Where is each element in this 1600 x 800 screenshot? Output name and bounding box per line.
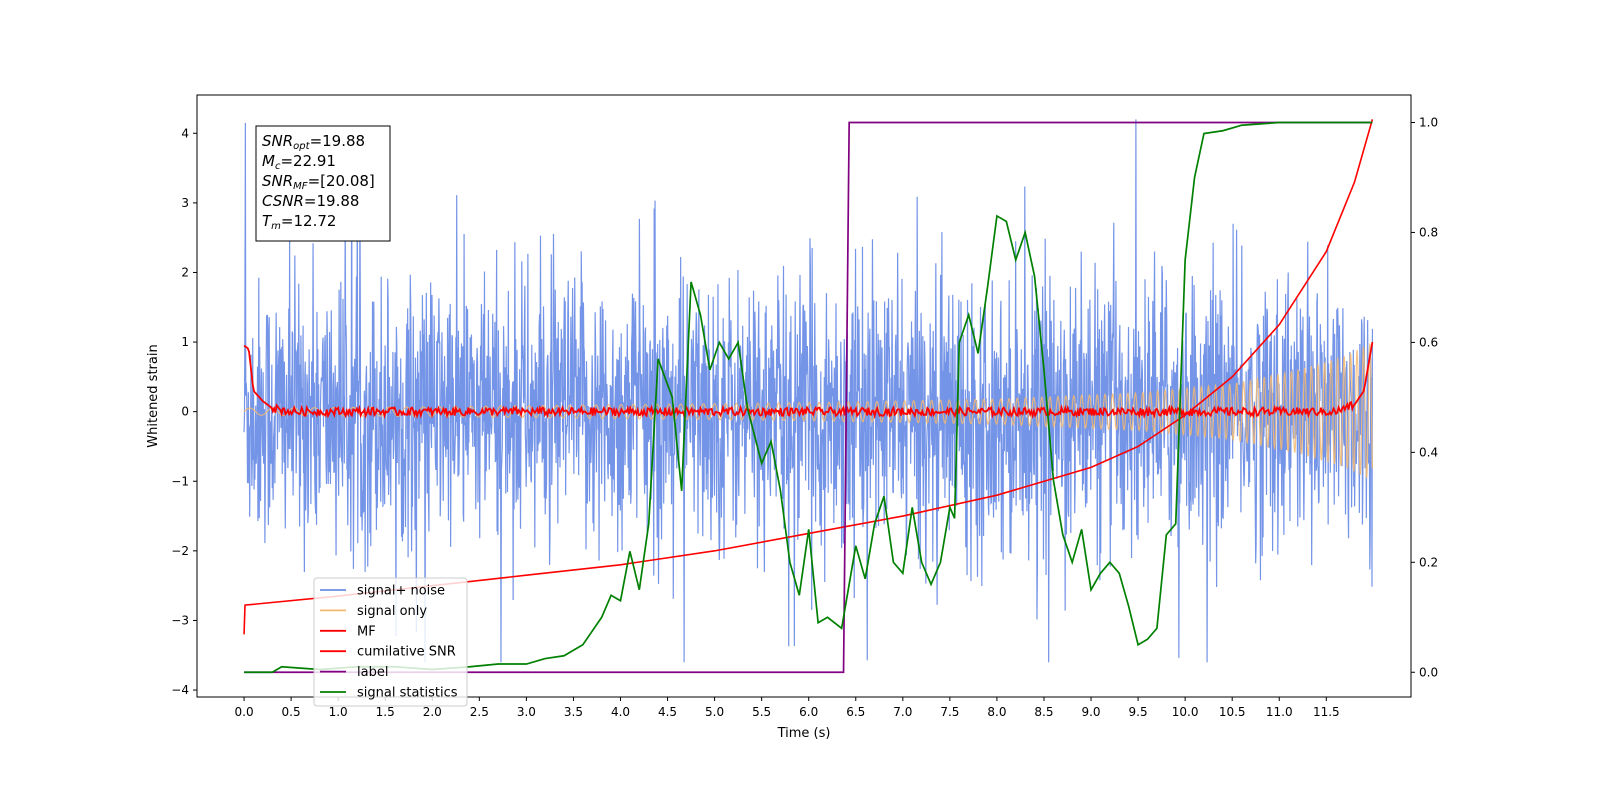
annotation-mc: Mc=22.91 — [262, 152, 336, 172]
x-tick-label: 11.5 — [1313, 705, 1340, 719]
x-tick-label: 3.5 — [564, 705, 583, 719]
x-tick-label: 1.5 — [376, 705, 395, 719]
x-tick-label: 2.0 — [423, 705, 442, 719]
x-tick-label: 8.0 — [987, 705, 1006, 719]
x-tick-label: 5.0 — [705, 705, 724, 719]
y-left-tick-label: 3 — [181, 196, 189, 210]
x-tick-label: 8.5 — [1034, 705, 1053, 719]
x-tick-label: 6.0 — [799, 705, 818, 719]
legend-item: signal statistics — [320, 686, 458, 701]
annotation-snr-mf: SNRMF=[20.08] — [262, 172, 375, 192]
legend-item: signal only — [320, 604, 427, 619]
x-tick-label: 0.0 — [235, 705, 254, 719]
x-tick-label: 7.0 — [893, 705, 912, 719]
y-left-tick-label: 0 — [181, 405, 189, 419]
x-tick-label: 3.0 — [517, 705, 536, 719]
legend-label: signal+ noise — [357, 584, 445, 599]
x-axis: 0.0 0.5 1.0 1.5 2.0 2.5 3.0 3.5 4.0 4.5 5.0 5.5 6.0 6… — [235, 697, 1340, 719]
y-left-tick-label: 2 — [181, 265, 189, 279]
legend-label: cumilative SNR — [357, 645, 456, 660]
annotation-tm: Tm=12.72 — [262, 212, 336, 232]
y-axis-left: −4 −3 −2 −1 0 1 2 3 4 — [171, 126, 197, 697]
y-right-tick-label: 0.6 — [1419, 335, 1438, 349]
y-axis-right: 0.0 0.2 0.4 0.6 0.8 1.0 — [1411, 115, 1438, 679]
y-right-tick-label: 0.4 — [1419, 445, 1438, 459]
y-right-tick-label: 1.0 — [1419, 115, 1438, 129]
x-tick-label: 7.5 — [940, 705, 959, 719]
x-tick-label: 6.5 — [846, 705, 865, 719]
legend-label: signal only — [357, 604, 427, 619]
annotation-csnr: CSNR=19.88 — [262, 192, 359, 210]
y-right-tick-label: 0.0 — [1419, 665, 1438, 679]
legend-label: MF — [357, 624, 376, 639]
y-left-tick-label: 4 — [181, 126, 189, 140]
series-label — [244, 121, 1373, 674]
y-right-tick-label: 0.2 — [1419, 555, 1438, 569]
legend-item: MF — [320, 624, 376, 639]
x-tick-label: 2.5 — [470, 705, 489, 719]
legend: signal+ noise signal only MF cumilative SNR… — [313, 577, 468, 707]
x-tick-label: 4.5 — [658, 705, 677, 719]
x-tick-label: 9.5 — [1129, 705, 1148, 719]
legend-label: signal statistics — [357, 686, 458, 701]
x-tick-label: 10.0 — [1172, 705, 1199, 719]
x-tick-label: 4.0 — [611, 705, 630, 719]
x-tick-label: 9.0 — [1081, 705, 1100, 719]
y-left-tick-label: −2 — [171, 544, 189, 558]
legend-item: cumilative SNR — [320, 645, 456, 660]
legend-frame — [313, 577, 468, 707]
series-signal-statistics — [244, 121, 1373, 674]
x-tick-label: 0.5 — [282, 705, 301, 719]
annotation-frame — [255, 125, 391, 242]
y-left-tick-label: −1 — [171, 474, 189, 488]
x-tick-label: 1.0 — [329, 705, 348, 719]
x-tick-label: 5.5 — [752, 705, 771, 719]
y-axis-label: Whitened strain — [146, 344, 161, 447]
annotation-snr-opt: SNRopt=19.88 — [262, 132, 365, 152]
y-left-tick-label: −3 — [171, 613, 189, 627]
annotation-box: SNRopt=19.88Mc=22.91SNRMF=[20.08]CSNR=19… — [255, 125, 391, 242]
x-tick-label: 10.5 — [1219, 705, 1246, 719]
x-tick-label: 11.0 — [1266, 705, 1293, 719]
legend-item: signal+ noise — [320, 584, 445, 599]
plot-frame — [196, 94, 1412, 698]
y-left-tick-label: 1 — [181, 335, 189, 349]
y-right-tick-label: 0.8 — [1419, 225, 1438, 239]
legend-label: label — [357, 665, 388, 680]
y-left-tick-label: −4 — [171, 683, 189, 697]
legend-item: label — [320, 665, 388, 680]
x-axis-label: Time (s) — [777, 726, 831, 741]
